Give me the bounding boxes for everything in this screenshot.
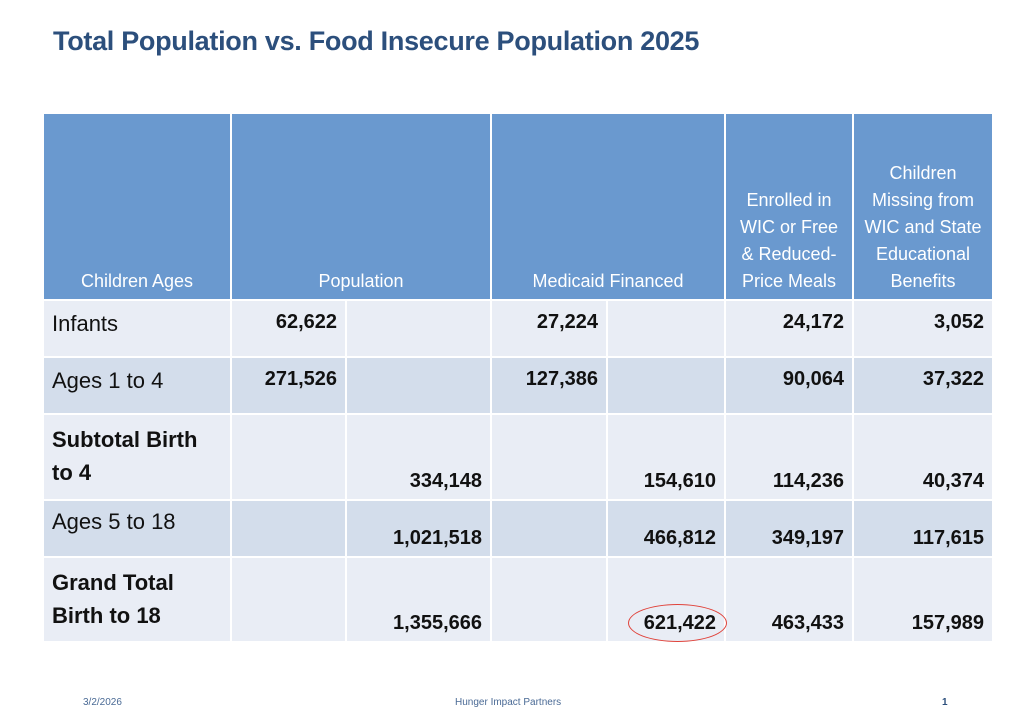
row-label: Grand Total Birth to 18: [42, 556, 232, 643]
header-enrolled-wic: Enrolled in WIC or Free & Reduced-Price …: [724, 112, 855, 301]
population-detail: [230, 556, 347, 643]
population-table: Children Ages Population Medicaid Financ…: [42, 112, 995, 643]
missing-value: 3,052: [852, 299, 995, 358]
medicaid-total: [606, 356, 727, 415]
footer-organization: Hunger Impact Partners: [455, 697, 562, 708]
population-total: [344, 356, 493, 415]
enrolled-value: 24,172: [724, 299, 855, 358]
slide-title: Total Population vs. Food Insecure Popul…: [53, 26, 700, 56]
header-population: Population: [229, 112, 493, 301]
population-detail: [230, 413, 347, 501]
header-children-missing: Children Missing from WIC and State Educ…: [852, 112, 995, 301]
medicaid-detail: 127,386: [490, 356, 609, 415]
medicaid-total: [606, 299, 727, 358]
table-row-ages-5-18: Ages 5 to 18 1,021,518 466,812 349,197 1…: [42, 499, 995, 558]
highlight-circle-annotation: 621,422: [627, 604, 728, 642]
header-children-ages: Children Ages: [42, 112, 232, 301]
missing-value: 37,322: [852, 356, 995, 415]
footer-date: 3/2/2026: [83, 697, 122, 708]
table-row-infants: Infants 62,622 27,224 24,172 3,052: [42, 299, 995, 358]
medicaid-detail: [490, 413, 609, 501]
enrolled-value: 463,433: [724, 556, 855, 643]
table-row-subtotal: Subtotal Birth to 4 334,148 154,610 114,…: [42, 413, 995, 501]
table-row-grand-total: Grand Total Birth to 18 1,355,666 621,42…: [42, 556, 995, 643]
row-label: Ages 1 to 4: [42, 356, 232, 415]
row-label: Infants: [42, 299, 232, 358]
population-total: 1,021,518: [344, 499, 493, 558]
population-total: 334,148: [344, 413, 493, 501]
missing-value: 40,374: [852, 413, 995, 501]
population-detail: 62,622: [230, 299, 347, 358]
header-row: Children Ages Population Medicaid Financ…: [42, 112, 995, 301]
population-total: 1,355,666: [344, 556, 493, 643]
missing-value: 117,615: [852, 499, 995, 558]
enrolled-value: 349,197: [724, 499, 855, 558]
row-label: Subtotal Birth to 4: [42, 413, 232, 501]
header-medicaid-financed: Medicaid Financed: [490, 112, 727, 301]
footer-page-number: 1: [942, 697, 948, 708]
missing-value: 157,989: [852, 556, 995, 643]
medicaid-total: 466,812: [606, 499, 727, 558]
enrolled-value: 114,236: [724, 413, 855, 501]
medicaid-total-cell: 621,422: [606, 556, 728, 643]
medicaid-detail: [490, 499, 609, 558]
table-row-ages-1-4: Ages 1 to 4 271,526 127,386 90,064 37,32…: [42, 356, 995, 415]
medicaid-detail: 27,224: [490, 299, 609, 358]
population-detail: 271,526: [230, 356, 347, 415]
population-detail: [230, 499, 347, 558]
row-label: Ages 5 to 18: [42, 499, 232, 558]
medicaid-detail: [490, 556, 609, 643]
medicaid-total: 154,610: [606, 413, 727, 501]
enrolled-value: 90,064: [724, 356, 855, 415]
population-total: [344, 299, 493, 358]
